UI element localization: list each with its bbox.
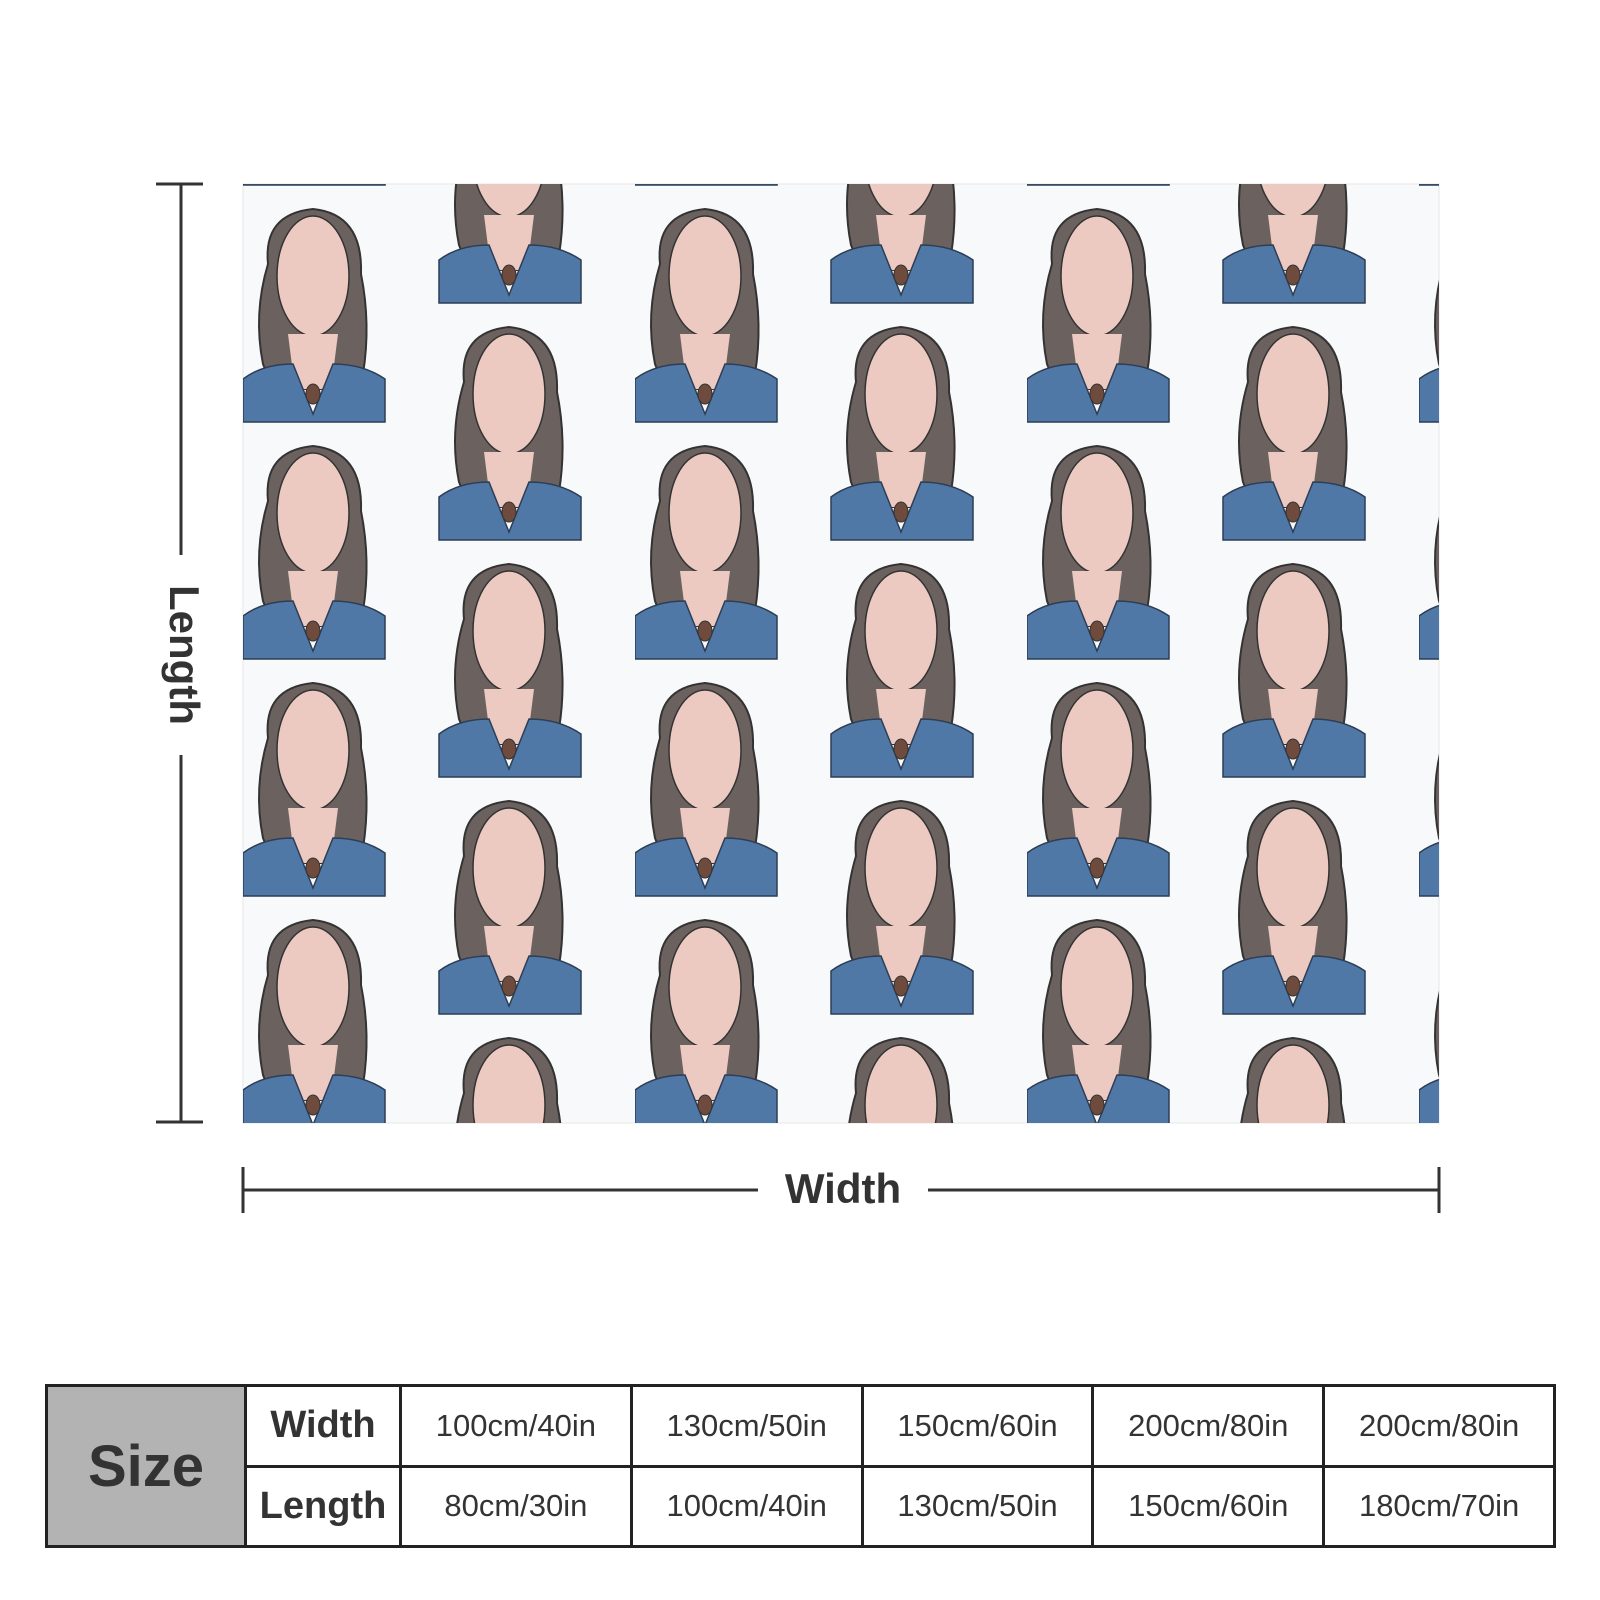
row-header: Length bbox=[244, 1464, 402, 1548]
size-cell: 200cm/80in bbox=[1091, 1384, 1326, 1468]
size-cell: 100cm/40in bbox=[399, 1384, 633, 1468]
size-cell: 80cm/30in bbox=[399, 1464, 633, 1548]
size-cell: 130cm/50in bbox=[860, 1464, 1095, 1548]
size-cell: 130cm/50in bbox=[629, 1384, 864, 1468]
size-header: Size bbox=[45, 1384, 247, 1548]
size-table: Size Width 100cm/40in 130cm/50in 150cm/60in… bbox=[45, 1384, 1556, 1548]
blanket-pattern bbox=[243, 184, 1439, 1123]
width-indicator bbox=[241, 1167, 1441, 1213]
size-cell: 200cm/80in bbox=[1322, 1384, 1556, 1468]
length-indicator bbox=[156, 182, 203, 1124]
size-cell: 100cm/40in bbox=[629, 1464, 864, 1548]
width-label: Width bbox=[785, 1165, 901, 1212]
size-cell: 180cm/70in bbox=[1322, 1464, 1556, 1548]
size-cell: 150cm/60in bbox=[1091, 1464, 1326, 1548]
size-cell: 150cm/60in bbox=[860, 1384, 1095, 1468]
length-label: Length bbox=[161, 585, 208, 725]
row-header: Width bbox=[244, 1384, 402, 1468]
blanket-diagram: Length Width bbox=[156, 182, 1441, 1213]
